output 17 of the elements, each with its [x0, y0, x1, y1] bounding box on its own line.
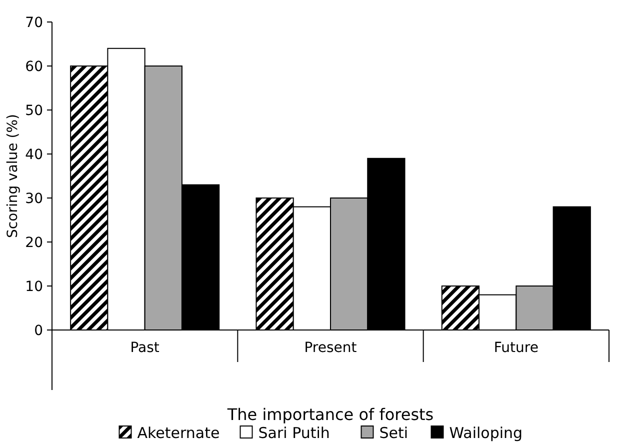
x-tick-label: Present	[304, 340, 358, 356]
legend-label: Seti	[379, 424, 408, 442]
x-tick-label: Future	[494, 340, 538, 356]
y-axis-title: Scoring value (%)	[5, 114, 21, 238]
y-tick-label: 30	[25, 190, 43, 207]
y-tick-label: 60	[25, 58, 43, 75]
y-tick-label: 40	[25, 146, 43, 163]
x-tick-label: Past	[130, 340, 160, 356]
y-tick-label: 0	[34, 322, 43, 339]
y-tick-label: 50	[25, 102, 43, 119]
y-tick-label: 10	[25, 278, 43, 295]
x-axis-title: The importance of forests	[226, 405, 434, 424]
legend-label: Wailoping	[449, 424, 523, 442]
y-tick-label: 70	[25, 14, 43, 31]
y-tick-label: 20	[25, 234, 43, 251]
legend-label: Sari Putih	[258, 424, 330, 442]
legend-label: Aketernate	[137, 424, 220, 442]
